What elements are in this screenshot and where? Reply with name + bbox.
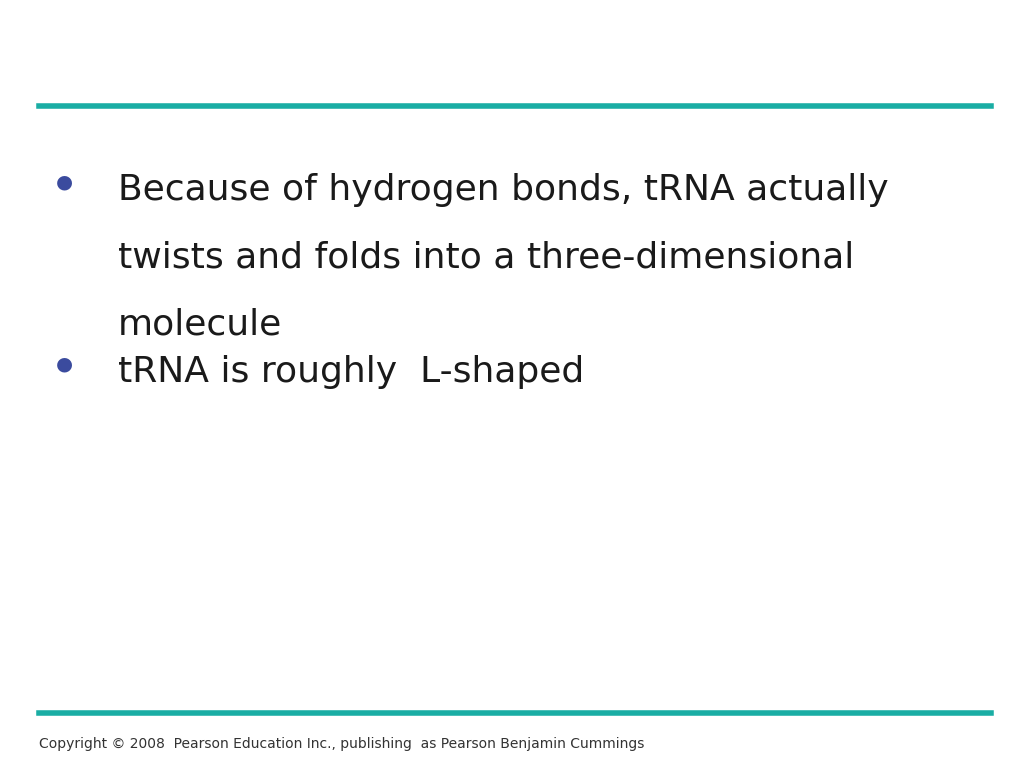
Text: ●: ●	[56, 173, 74, 192]
Text: Copyright © 2008  Pearson Education Inc., publishing  as Pearson Benjamin Cummin: Copyright © 2008 Pearson Education Inc.,…	[39, 737, 644, 751]
Text: tRNA is roughly  L-shaped: tRNA is roughly L-shaped	[118, 355, 584, 389]
Text: molecule: molecule	[118, 308, 282, 342]
Text: Because of hydrogen bonds, tRNA actually: Because of hydrogen bonds, tRNA actually	[118, 173, 889, 207]
Text: twists and folds into a three-dimensional: twists and folds into a three-dimensiona…	[118, 240, 854, 274]
Text: ●: ●	[56, 355, 74, 374]
